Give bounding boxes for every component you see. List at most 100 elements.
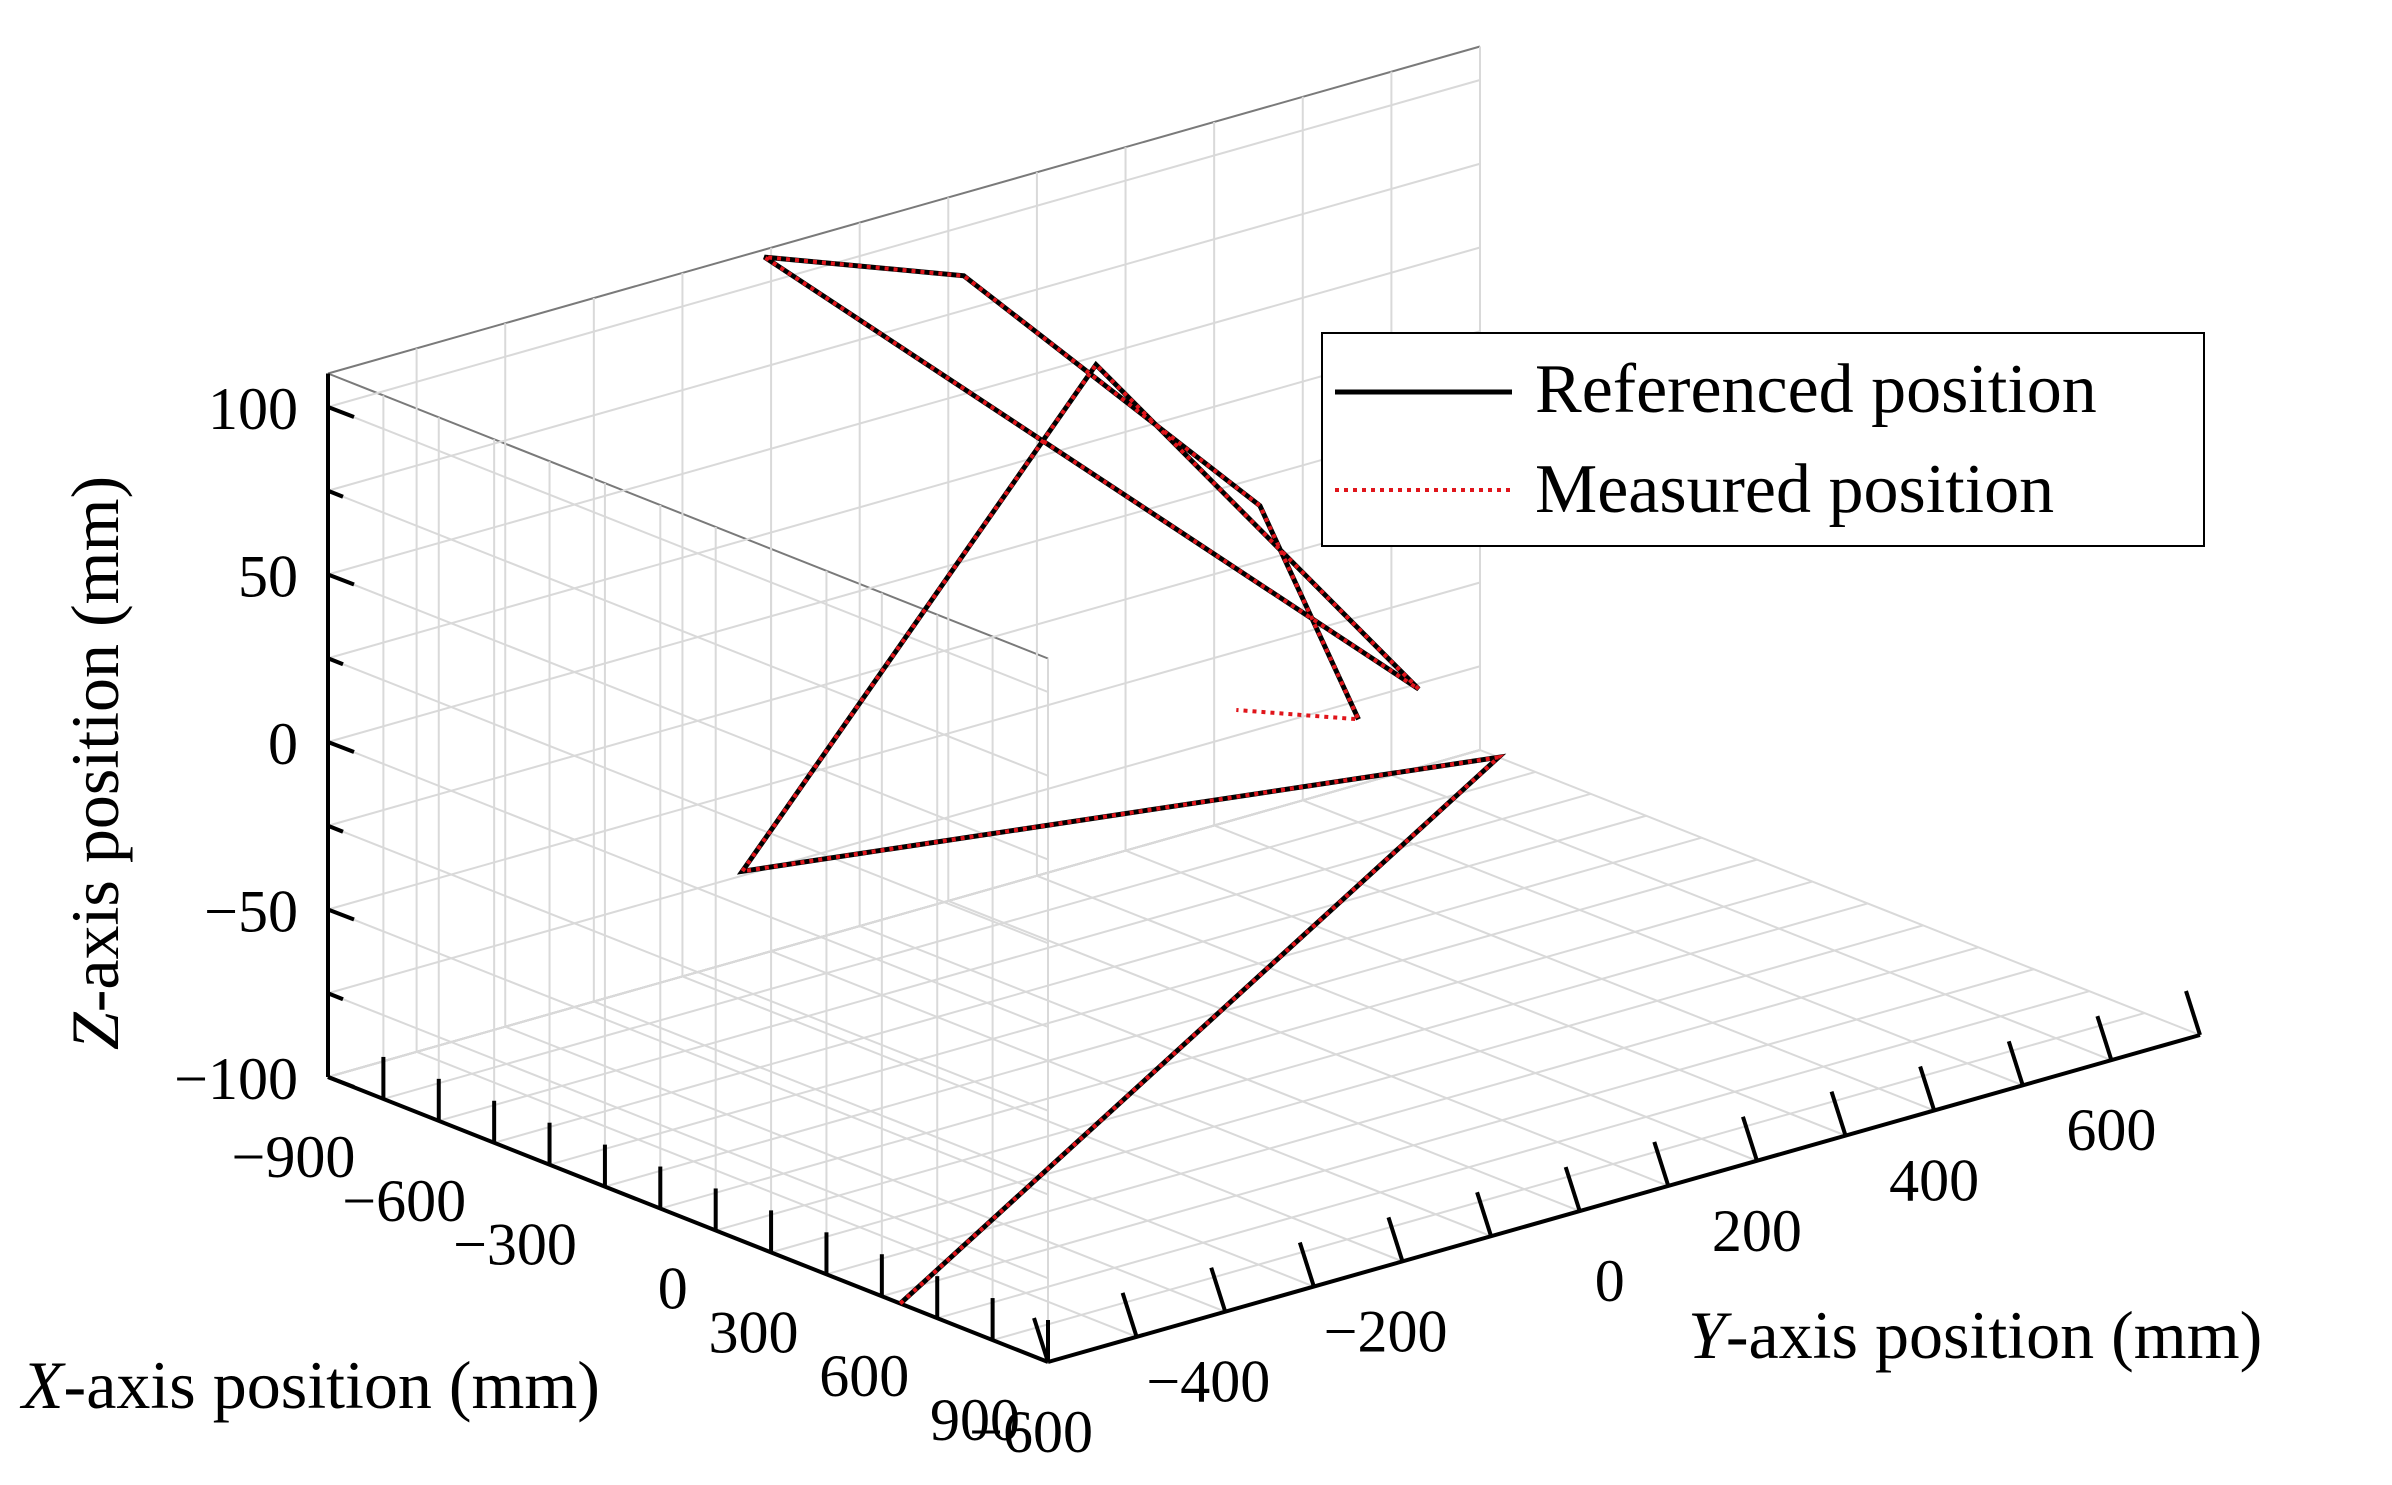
tick-labels: −900−600−3000300600900−600−400−200020040…: [174, 376, 2156, 1465]
x-tick-label: 0: [658, 1255, 688, 1321]
floor-grid-line: [1125, 849, 1846, 1137]
legend-label-measured: Measured position: [1535, 451, 2054, 528]
y-tick: [1741, 1116, 1759, 1162]
floor-grid-line: [859, 925, 1581, 1213]
grid-lines: [327, 46, 2201, 1363]
z-tick: [327, 991, 344, 1002]
legend-box: [1321, 332, 2205, 547]
floor-grid-line: [881, 968, 2035, 1298]
floor-grid-line: [493, 814, 1647, 1144]
y-tick: [1652, 1141, 1671, 1187]
right-wall-grid-line: [327, 330, 1481, 660]
right-wall-grid-line: [327, 749, 1481, 1078]
legend-label-referenced: Referenced position: [1535, 351, 2097, 428]
x-tick-label: −900: [232, 1124, 356, 1190]
z-tick-label: 0: [268, 711, 298, 777]
x-axis-label-text: -axis position (mm): [64, 1347, 600, 1423]
floor-grid-line: [438, 792, 1592, 1122]
floor-grid-line: [1479, 749, 2201, 1036]
y-tick: [1918, 1065, 1937, 1112]
right-wall-grid-line: [327, 162, 1481, 492]
series-measured-path: [737, 255, 1505, 1305]
z-tick: [327, 572, 355, 587]
y-tick-label: −600: [969, 1399, 1093, 1465]
left-wall-grid-line: [327, 657, 1049, 945]
x-tick-label: −300: [453, 1212, 577, 1278]
data-series: [736, 254, 1507, 1306]
floor-grid-line: [1391, 774, 2112, 1062]
x-tick-label: 300: [708, 1299, 798, 1365]
z-tick: [327, 823, 344, 834]
floor-grid-line: [1213, 824, 1935, 1112]
x-axis-label-var: X: [19, 1347, 66, 1423]
y-tick: [2006, 1040, 2025, 1086]
y-tick-label: 600: [2066, 1097, 2156, 1163]
right-wall-grid-line: [327, 497, 1481, 827]
z-tick: [327, 488, 344, 499]
x-tick-label: −600: [342, 1168, 466, 1234]
z-tick: [327, 405, 355, 419]
x-axis-line: [327, 1075, 1049, 1364]
right-wall-grid-line: [327, 79, 1481, 408]
floor-grid-line: [1036, 874, 1758, 1162]
z-tick-label: 100: [208, 376, 298, 442]
floor-grid-line: [715, 902, 1868, 1232]
z-axis-label-var: Z: [57, 1011, 133, 1050]
y-tick-label: −200: [1324, 1298, 1448, 1364]
left-wall-grid-line: [327, 573, 1049, 861]
y-tick: [1386, 1216, 1405, 1262]
floor-grid-line: [1302, 799, 2024, 1087]
y-axis-label: Y-axis position (mm): [1688, 1297, 2262, 1373]
left-wall-grid-line: [327, 908, 1049, 1196]
z-tick-label: −50: [204, 879, 298, 945]
floor-grid-line: [826, 946, 1979, 1276]
left-wall-grid-line: [327, 489, 1049, 777]
floor-grid-line: [593, 1000, 1315, 1288]
floor-grid-line: [682, 975, 1403, 1263]
axis-labels: X-axis position (mm)Y-axis position (mm)…: [19, 476, 2262, 1423]
legend: Referenced position Measured position: [1321, 332, 2205, 547]
z-axis-label: Z-axis position (mm): [57, 476, 133, 1050]
z-tick: [327, 907, 355, 922]
floor-grid-line: [947, 899, 1669, 1187]
right-wall-grid-line: [327, 246, 1481, 576]
floor-grid-line: [504, 1025, 1226, 1313]
right-wall-grid-line: [327, 414, 1481, 743]
right-wall-grid-line: [327, 581, 1481, 911]
z-tick: [327, 656, 344, 667]
left-wall-grid-line: [327, 406, 1049, 693]
z-tick-label: −100: [174, 1046, 298, 1112]
y-axis-line: [1047, 1033, 2201, 1364]
y-tick: [1209, 1267, 1228, 1313]
z-tick: [327, 1075, 355, 1089]
x-tick-label: 600: [819, 1343, 909, 1409]
floor-grid-line: [604, 858, 1758, 1188]
y-tick: [1475, 1191, 1493, 1237]
left-wall-grid-line: [327, 741, 1049, 1028]
box-edge: [327, 45, 1481, 375]
tick-marks: [326, 405, 2202, 1363]
y-tick-label: 0: [1595, 1248, 1625, 1314]
y-tick: [1032, 1317, 1050, 1363]
floor-grid-line: [549, 836, 1702, 1166]
right-wall-grid-line: [327, 665, 1481, 995]
y-tick-label: −400: [1146, 1349, 1270, 1415]
floor-grid-line: [936, 990, 2090, 1320]
y-tick: [2095, 1015, 2114, 1061]
floor-grid-line: [770, 924, 1924, 1254]
floor-grid-line: [416, 1050, 1137, 1338]
x-axis-label: X-axis position (mm): [19, 1347, 600, 1423]
y-tick: [2184, 990, 2202, 1036]
floor-grid-line: [383, 770, 1536, 1100]
left-wall-grid-line: [327, 824, 1049, 1112]
z-tick: [327, 740, 355, 754]
y-tick: [1563, 1166, 1582, 1212]
y-tick-label: 200: [1712, 1198, 1802, 1264]
y-axis-label-var: Y: [1688, 1297, 1732, 1373]
y-tick: [1297, 1241, 1316, 1288]
y-axis-label-text: -axis position (mm): [1726, 1297, 2262, 1373]
x-tick-label: 900: [930, 1387, 1020, 1453]
y-tick: [1829, 1091, 1848, 1137]
